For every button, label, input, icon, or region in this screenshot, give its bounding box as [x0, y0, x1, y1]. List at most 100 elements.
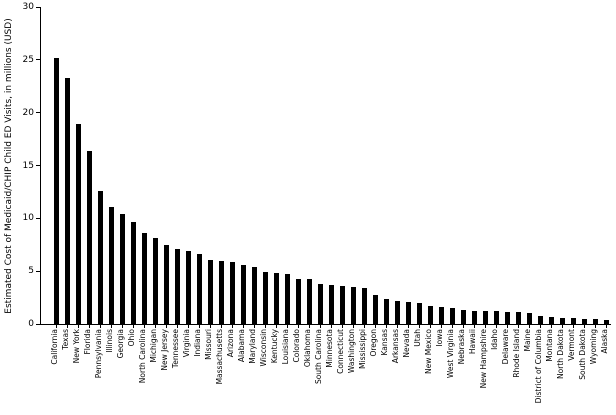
bar	[240, 264, 247, 324]
x-axis-tick	[572, 325, 574, 328]
x-tick-label: Louisiana	[281, 329, 290, 365]
x-tick-label: Maine	[523, 329, 532, 352]
bar	[449, 308, 456, 324]
bar	[152, 238, 159, 324]
x-axis-tick	[110, 325, 112, 328]
x-axis-tick	[363, 325, 365, 328]
x-tick-label: Indiana	[193, 329, 202, 357]
x-tick-label: South Carolina	[314, 329, 323, 385]
bar	[405, 301, 412, 324]
bar	[537, 316, 544, 324]
x-axis-tick	[561, 325, 563, 328]
x-axis-tick	[462, 325, 464, 328]
x-axis-tick	[605, 325, 607, 328]
x-tick-label: Arizona	[226, 329, 235, 358]
x-axis-tick	[242, 325, 244, 328]
x-tick-label: Kansas	[380, 329, 389, 356]
x-axis-tick	[88, 325, 90, 328]
y-axis-tick	[36, 217, 40, 219]
x-axis-tick	[308, 325, 310, 328]
x-tick-label: Texas	[61, 329, 70, 350]
x-axis-tick	[99, 325, 101, 328]
bar	[284, 274, 291, 324]
bar	[207, 259, 214, 324]
x-axis-tick	[154, 325, 156, 328]
x-axis-tick	[418, 325, 420, 328]
x-axis-tick	[473, 325, 475, 328]
y-tick-label: 25	[22, 54, 34, 65]
x-tick-label: Michigan	[149, 329, 158, 363]
x-tick-label: Arkansas	[391, 329, 400, 364]
x-tick-label: Minnesota	[325, 329, 334, 368]
bar	[53, 57, 60, 324]
x-tick-label: Kentucky	[270, 329, 279, 364]
x-axis-tick	[286, 325, 288, 328]
x-tick-label: District of Columbia	[534, 329, 543, 404]
x-axis-tick	[341, 325, 343, 328]
x-tick-label: Alabama	[237, 329, 246, 363]
x-axis-tick	[594, 325, 596, 328]
x-axis-tick	[385, 325, 387, 328]
x-tick-label: New York	[72, 329, 81, 364]
x-tick-label: Wyoming	[589, 329, 598, 365]
x-axis-tick	[506, 325, 508, 328]
bar	[394, 300, 401, 324]
bar	[306, 278, 313, 324]
bar	[548, 316, 555, 324]
x-axis-tick	[176, 325, 178, 328]
bar	[317, 283, 324, 324]
x-axis-tick	[319, 325, 321, 328]
x-axis-tick	[429, 325, 431, 328]
x-axis-tick	[121, 325, 123, 328]
x-axis-tick	[517, 325, 519, 328]
x-tick-label: New Hampshire	[479, 329, 488, 389]
bar	[185, 251, 192, 324]
x-axis-tick	[550, 325, 552, 328]
x-axis-tick	[528, 325, 530, 328]
x-axis-tick	[583, 325, 585, 328]
x-tick-label: Wisconsin	[259, 329, 268, 367]
bar	[416, 302, 423, 324]
bar	[295, 278, 302, 324]
bar	[438, 307, 445, 324]
bar	[526, 313, 533, 324]
x-tick-label: Mississippi	[358, 329, 367, 369]
bar	[603, 320, 610, 324]
x-axis-tick	[253, 325, 255, 328]
x-axis-tick	[77, 325, 79, 328]
y-tick-label: 0	[28, 319, 34, 329]
x-axis-tick	[55, 325, 57, 328]
x-tick-label: New Mexico	[424, 329, 433, 374]
bar	[427, 306, 434, 324]
y-axis-tick	[36, 165, 40, 166]
x-axis-tick	[352, 325, 354, 328]
bar	[174, 248, 181, 324]
plot-area	[40, 7, 611, 325]
y-tick-label: 10	[22, 213, 34, 224]
bar	[592, 319, 599, 324]
x-tick-label: Florida	[83, 329, 92, 355]
x-axis-tick	[264, 325, 266, 328]
x-tick-label: North Dakota	[556, 329, 565, 379]
bar	[328, 284, 335, 324]
y-tick-label: 15	[22, 160, 34, 171]
x-tick-label: South Dakota	[578, 329, 587, 380]
x-axis-tick	[209, 325, 211, 328]
bar	[339, 285, 346, 324]
bar	[350, 287, 357, 324]
bar	[504, 311, 511, 324]
x-tick-label: Oregon	[369, 329, 378, 357]
x-tick-label: Montana	[545, 329, 554, 362]
x-axis-tick	[495, 325, 497, 328]
x-axis-tick	[220, 325, 222, 328]
bar	[130, 221, 137, 324]
bar	[383, 298, 390, 324]
y-tick-label: 30	[22, 2, 34, 12]
bar	[493, 311, 500, 324]
y-axis-tick	[36, 270, 40, 272]
bar	[218, 260, 225, 324]
y-axis-tick	[36, 59, 40, 61]
x-tick-label: Washington	[347, 329, 356, 374]
x-axis-tick	[66, 325, 68, 328]
bar	[251, 266, 258, 324]
